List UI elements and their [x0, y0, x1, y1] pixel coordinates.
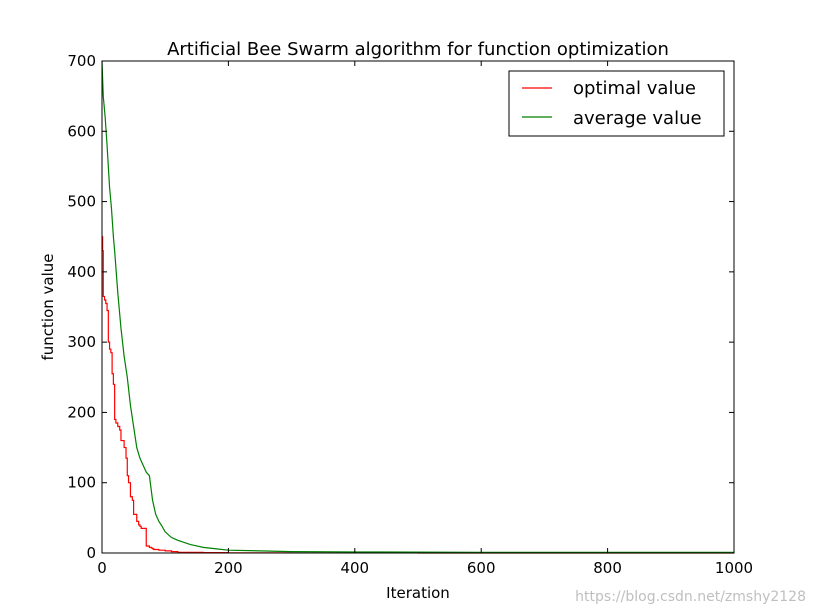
series-line-average-value [101, 60, 734, 553]
x-tick-label: 1000 [715, 559, 753, 577]
y-axis-label: function value [39, 253, 57, 360]
x-tick-label: 800 [593, 559, 622, 577]
x-tick-label: 400 [340, 559, 369, 577]
x-axis-label: Iteration [386, 584, 450, 602]
legend-label-average-value: average value [573, 108, 702, 129]
y-tick-label: 0 [86, 544, 96, 562]
series-layer [101, 60, 734, 554]
watermark-text: https://blog.csdn.net/zmshy2128 [575, 589, 806, 605]
y-tick-label: 400 [67, 263, 96, 281]
y-tick-label: 100 [67, 474, 96, 492]
x-tick-label: 600 [467, 559, 496, 577]
series-line-optimal-value [102, 236, 734, 554]
y-tick-label: 600 [67, 122, 96, 140]
y-tick-label: 700 [67, 52, 96, 70]
y-tick-label: 500 [67, 193, 96, 211]
legend-label-optimal-value: optimal value [573, 78, 696, 99]
x-tick-label: 200 [214, 559, 243, 577]
y-tick-label: 300 [67, 333, 96, 351]
legend-box [508, 70, 725, 137]
y-tick-label: 200 [67, 403, 96, 421]
plot-frame [101, 60, 735, 554]
chart-title: Artificial Bee Swarm algorithm for funct… [167, 39, 669, 60]
legend: optimal value average value [508, 70, 725, 137]
x-tick-label: 0 [97, 559, 107, 577]
